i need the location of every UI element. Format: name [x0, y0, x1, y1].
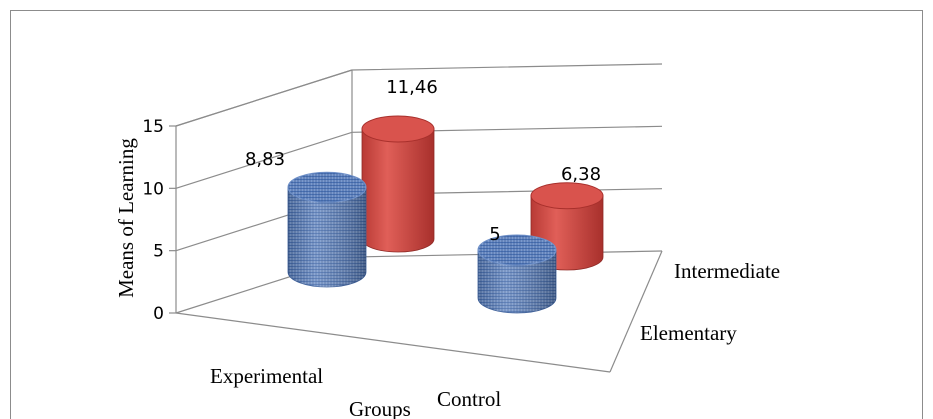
data-label: 5	[489, 224, 500, 245]
x-category-control: Control	[437, 387, 501, 411]
bars	[287, 115, 604, 314]
x-axis-title: Groups	[349, 397, 411, 419]
y-tick-label: 5	[153, 242, 164, 262]
data-label: 6,38	[561, 164, 601, 185]
data-label: 8,83	[245, 149, 285, 170]
bar-elementary-control	[477, 234, 557, 314]
bar-elementary-experimental	[287, 171, 367, 288]
depth-label-elementary: Elementary	[640, 321, 737, 345]
gridline	[175, 125, 663, 189]
chart-frame	[10, 10, 923, 419]
x-category-experimental: Experimental	[210, 364, 323, 388]
gridline	[175, 63, 663, 127]
data-label: 11,46	[386, 77, 438, 98]
y-tick-labels: 0 5 10 15	[142, 117, 164, 324]
data-labels: 11,46 6,38 8,83 5	[245, 77, 601, 245]
y-axis-title: Means of Learning	[114, 138, 138, 298]
y-tick-label: 15	[142, 117, 164, 137]
y-tick-label: 0	[153, 304, 164, 324]
bar-intermediate-experimental	[361, 115, 435, 253]
depth-label-intermediate: Intermediate	[674, 259, 780, 283]
y-tick-label: 10	[142, 179, 164, 199]
